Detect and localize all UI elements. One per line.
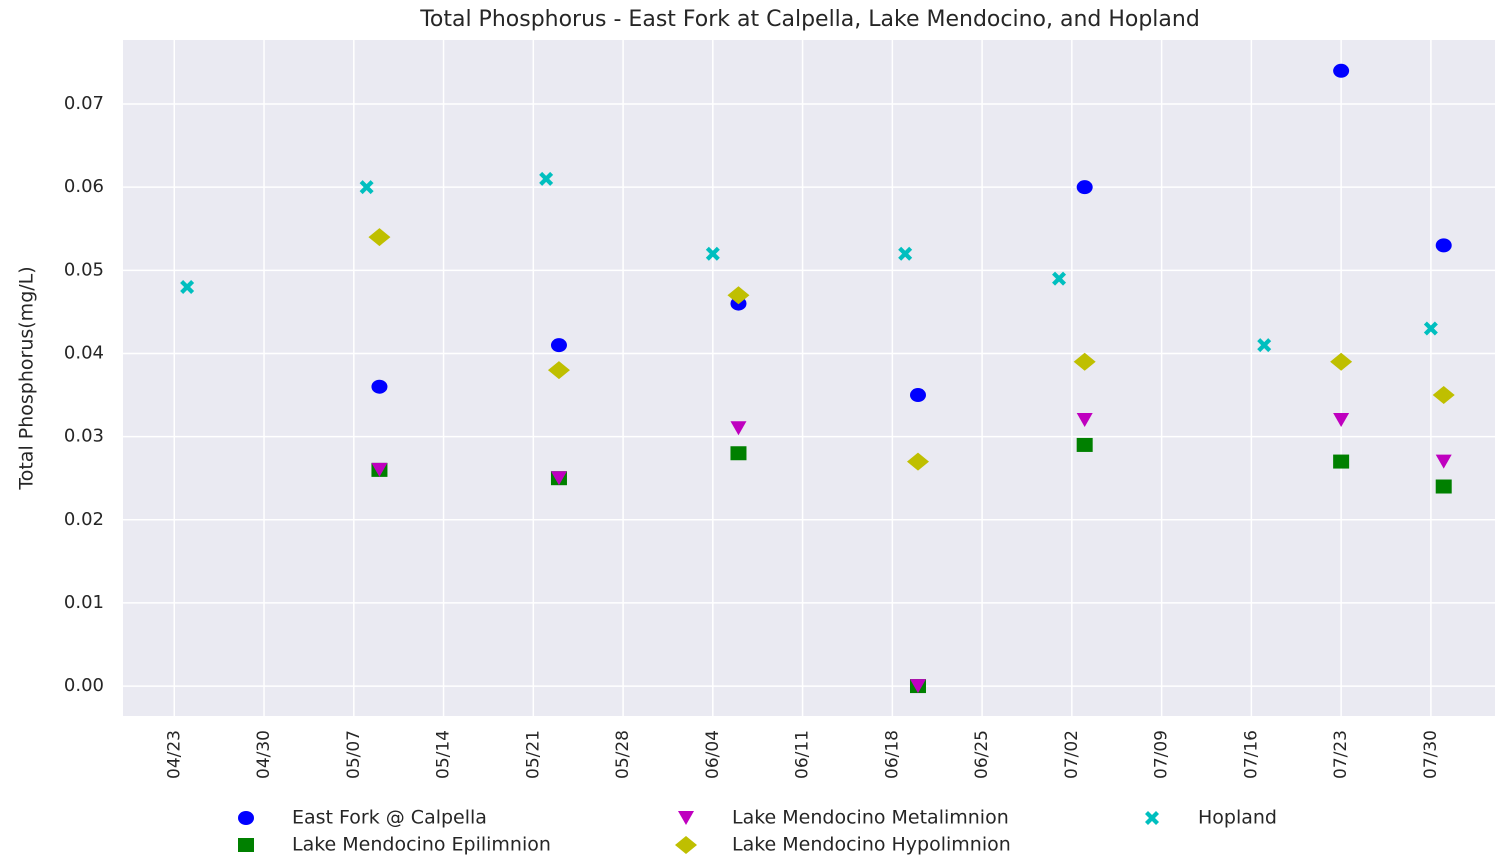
x-tick-label: 07/16 [1241,730,1261,779]
point [1076,412,1093,427]
point [1073,352,1096,371]
point [727,286,750,305]
x-tick-label: 06/11 [793,730,813,779]
y-axis-label: Total Phosphorus(mg/L) [16,266,38,490]
legend-label: East Fork @ Calpella [292,807,487,829]
point [550,338,567,353]
legend-marker [238,811,254,825]
x-tick-label: 07/09 [1152,730,1172,779]
point [1333,63,1350,78]
x-tick-label: 06/18 [882,730,902,779]
legend-label: Hopland [1198,807,1277,829]
x-tick-label: 06/04 [703,730,723,779]
point [1435,238,1452,253]
point [180,279,195,294]
point [368,228,391,247]
point [730,421,747,436]
point [909,679,926,694]
x-tick-label: 06/25 [972,730,992,779]
y-tick-label: 0.06 [64,176,104,197]
legend-marker [675,836,697,854]
point [371,379,388,394]
point [1432,386,1455,405]
x-tick-label: 05/07 [344,730,364,779]
plot-area [123,40,1495,716]
y-tick-label: 0.03 [64,426,104,447]
point [1423,321,1438,336]
point [1076,180,1093,195]
x-tick-label: 05/21 [523,730,543,779]
y-tick-label: 0.05 [64,259,104,280]
legend-marker [238,838,254,852]
point [906,452,929,471]
chart-title: Total Phosphorus - East Fork at Calpella… [419,7,1200,32]
point [898,246,913,261]
y-tick-label: 0.07 [64,93,104,114]
x-tick-label: 05/28 [613,730,633,779]
x-tick-label: 04/30 [254,730,274,779]
point [909,388,926,403]
point [539,171,554,186]
point [1052,271,1067,286]
y-tick-label: 0.00 [64,675,104,696]
grid [123,40,1495,716]
point [547,361,570,380]
point [730,446,747,461]
point [1435,479,1452,494]
point [1257,338,1272,353]
y-tick-label: 0.04 [64,342,104,363]
point [1330,352,1353,371]
point [1435,454,1452,469]
point [1333,412,1350,427]
point [1333,454,1350,469]
legend-label: Lake Mendocino Hypolimnion [732,834,1011,856]
point [359,180,374,195]
point [550,471,567,486]
x-tick-label: 04/23 [164,730,184,779]
y-tick-label: 0.02 [64,509,104,530]
legend-marker [678,811,694,825]
point [1076,437,1093,452]
legend-marker [1145,811,1159,825]
marks [180,63,1455,694]
point [705,246,720,261]
x-tick-label: 07/02 [1062,730,1082,779]
x-tick-label: 05/14 [434,730,454,779]
x-tick-label: 07/23 [1331,730,1351,779]
legend-label: Lake Mendocino Epilimnion [292,834,551,856]
y-tick-label: 0.01 [64,592,104,613]
point [371,462,388,477]
x-tick-label: 07/30 [1421,730,1441,779]
legend-label: Lake Mendocino Metalimnion [732,807,1009,829]
